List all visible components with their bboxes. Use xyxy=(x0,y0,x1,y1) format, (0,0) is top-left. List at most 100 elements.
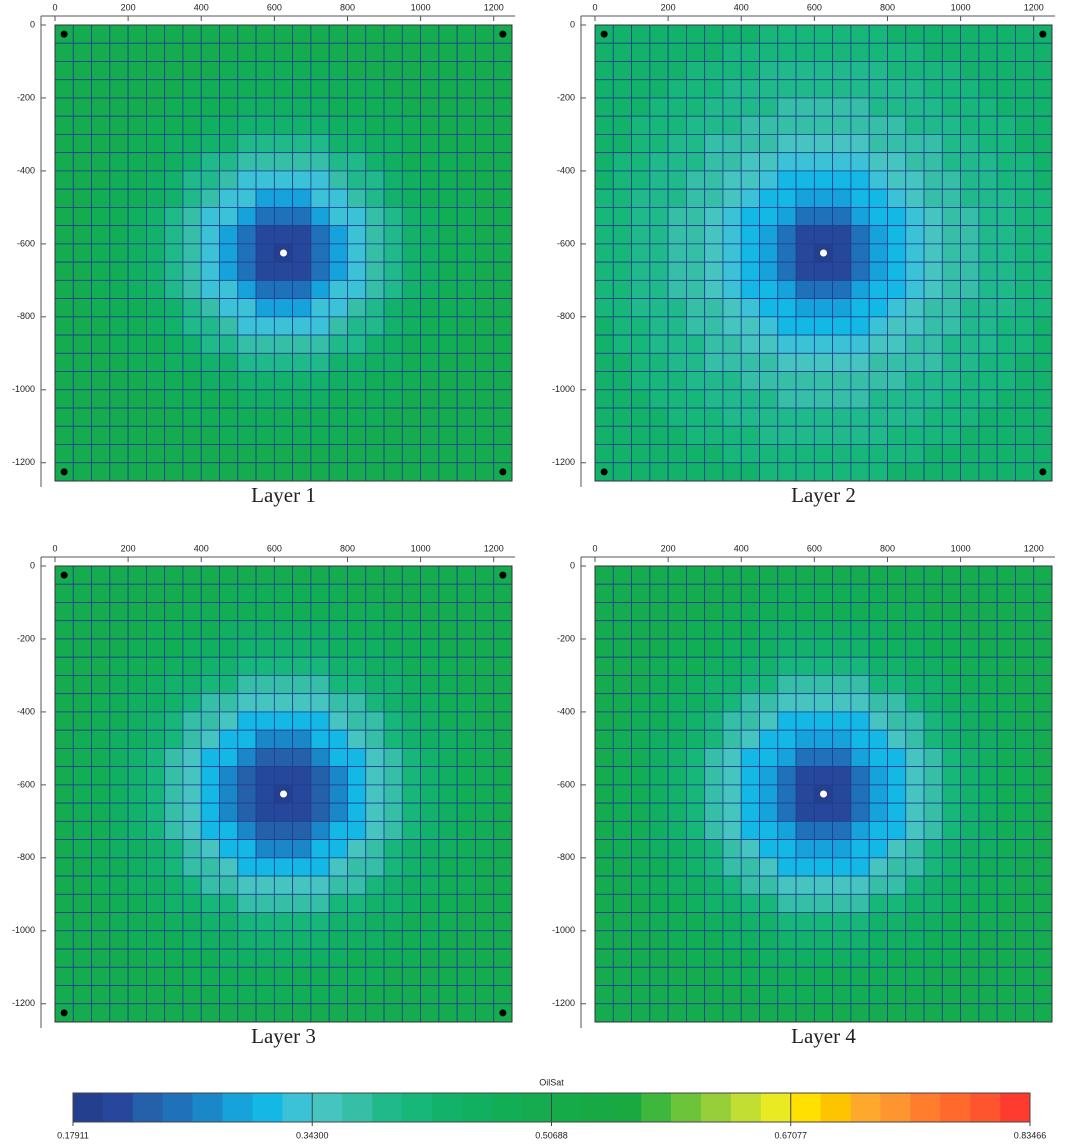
cell xyxy=(401,316,422,336)
cell xyxy=(383,748,403,768)
cell xyxy=(182,766,202,786)
cell xyxy=(219,966,239,986)
cell xyxy=(383,206,403,227)
cell xyxy=(273,729,294,749)
cell xyxy=(54,875,74,895)
cell xyxy=(612,444,632,464)
cell xyxy=(905,565,925,585)
cell xyxy=(1015,61,1035,81)
cell xyxy=(1033,407,1053,427)
cell xyxy=(740,893,760,913)
cell xyxy=(887,42,907,62)
cell xyxy=(594,729,614,749)
cell xyxy=(328,462,348,482)
cell xyxy=(475,444,495,464)
cell xyxy=(328,115,348,135)
cell xyxy=(401,875,422,895)
cell xyxy=(127,24,147,44)
cell xyxy=(777,857,797,877)
cell xyxy=(292,79,312,99)
cell xyxy=(813,583,834,603)
cell xyxy=(401,97,422,117)
cell xyxy=(1033,243,1053,263)
cell xyxy=(219,893,239,913)
cell xyxy=(182,802,202,822)
cell xyxy=(905,802,925,822)
cell xyxy=(145,444,166,464)
cell xyxy=(182,656,202,676)
cell xyxy=(905,42,925,62)
cell xyxy=(127,115,147,135)
cell xyxy=(740,912,760,932)
cell xyxy=(438,407,458,427)
cell xyxy=(493,261,513,281)
cell xyxy=(200,620,220,640)
cell xyxy=(493,875,513,895)
cell xyxy=(347,656,367,676)
colorbar-segment xyxy=(641,1093,672,1122)
cell xyxy=(182,188,202,208)
cell xyxy=(273,152,294,172)
cell xyxy=(401,188,422,208)
cell xyxy=(795,389,815,409)
cell xyxy=(493,425,513,445)
cell xyxy=(328,693,348,713)
cell xyxy=(813,389,834,409)
cell xyxy=(91,802,111,822)
cell xyxy=(686,97,706,117)
cell xyxy=(704,316,724,336)
cell xyxy=(631,729,651,749)
cell xyxy=(200,389,220,409)
cell xyxy=(164,784,184,804)
cell xyxy=(667,620,687,640)
cell xyxy=(740,334,760,354)
cell xyxy=(182,985,202,1005)
cell xyxy=(72,693,92,713)
cell xyxy=(594,912,614,932)
cell xyxy=(475,748,495,768)
cell xyxy=(292,352,312,372)
cell xyxy=(383,985,403,1005)
cell xyxy=(612,152,632,172)
cell xyxy=(420,152,440,172)
cell xyxy=(923,316,943,336)
cell xyxy=(960,425,980,445)
cell xyxy=(420,24,440,44)
well xyxy=(600,30,608,38)
cell xyxy=(72,839,92,859)
cell xyxy=(887,748,907,768)
cell xyxy=(310,97,330,117)
cell xyxy=(420,1003,440,1023)
cell xyxy=(832,966,852,986)
cell xyxy=(813,225,834,245)
cell xyxy=(182,371,202,391)
cell xyxy=(164,24,184,44)
cell xyxy=(777,206,797,227)
cell xyxy=(923,912,943,932)
cell xyxy=(941,875,962,895)
cell xyxy=(438,857,458,877)
cell xyxy=(493,748,513,768)
cell xyxy=(649,784,669,804)
cell xyxy=(420,298,440,318)
cell xyxy=(612,206,632,227)
cell xyxy=(978,462,998,482)
cell xyxy=(777,1003,797,1023)
cell xyxy=(887,444,907,464)
cell xyxy=(1033,1003,1053,1023)
cell xyxy=(832,225,852,245)
cell xyxy=(1033,188,1053,208)
cell xyxy=(923,693,943,713)
cell xyxy=(72,820,92,840)
cell xyxy=(182,893,202,913)
cell xyxy=(347,583,367,603)
cell xyxy=(127,875,147,895)
cell xyxy=(475,802,495,822)
cell xyxy=(310,79,330,99)
cell xyxy=(740,693,760,713)
cell xyxy=(704,352,724,372)
cell xyxy=(667,693,687,713)
cell xyxy=(401,24,422,44)
cell xyxy=(383,802,403,822)
cell xyxy=(941,134,962,154)
